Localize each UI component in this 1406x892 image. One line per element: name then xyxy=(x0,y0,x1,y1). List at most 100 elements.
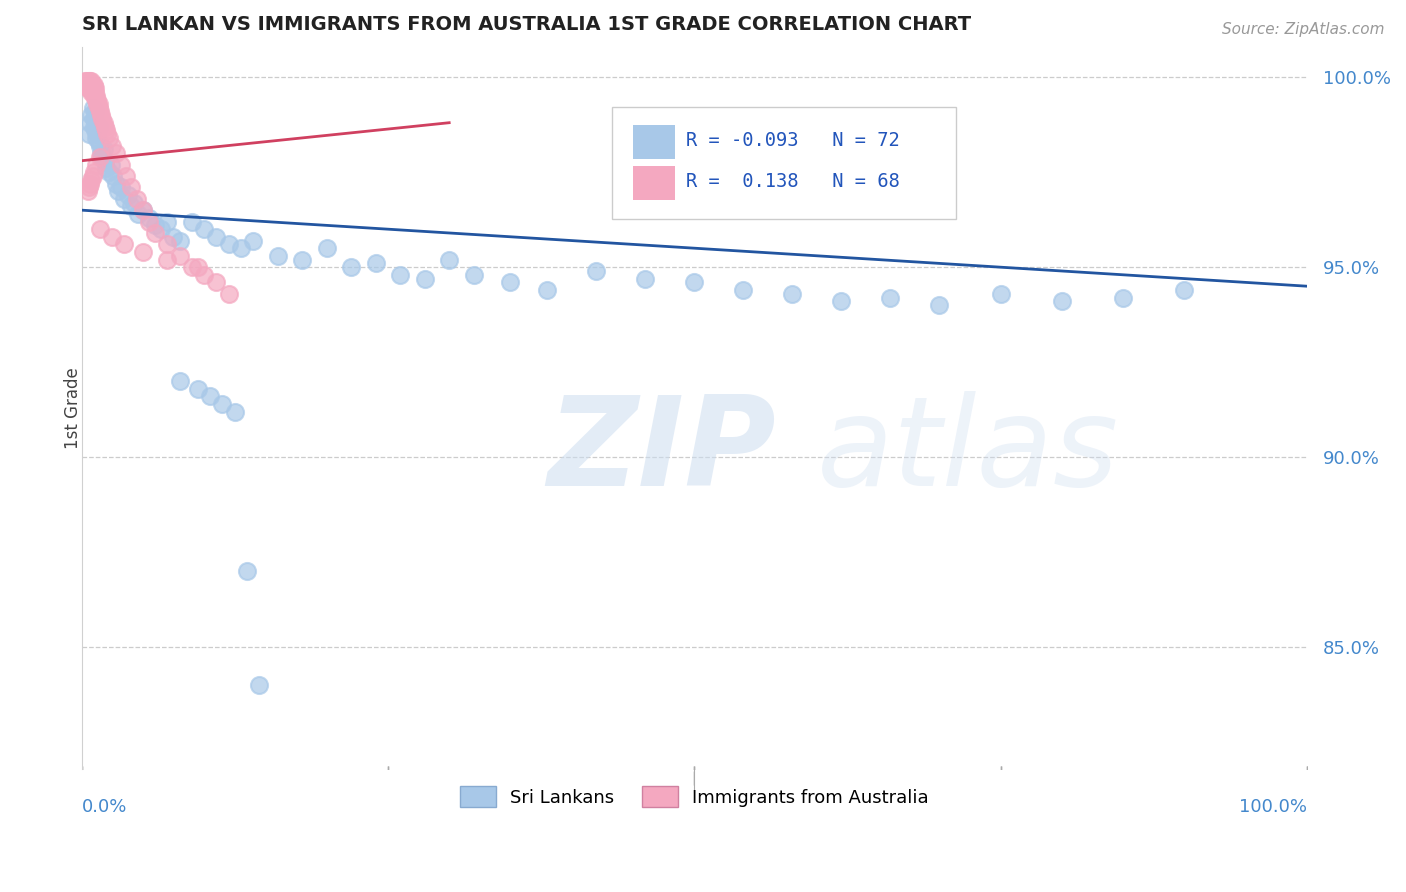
Point xyxy=(187,382,209,396)
Text: atlas: atlas xyxy=(817,391,1119,512)
Point xyxy=(536,283,558,297)
Point xyxy=(86,127,108,141)
Point xyxy=(101,229,124,244)
Point xyxy=(89,222,111,236)
Text: R =  0.138   N = 68: R = 0.138 N = 68 xyxy=(686,171,900,191)
Point xyxy=(82,101,104,115)
Point xyxy=(94,123,117,137)
Point xyxy=(91,112,114,126)
Y-axis label: 1st Grade: 1st Grade xyxy=(65,367,82,449)
Point xyxy=(156,252,179,267)
Point xyxy=(138,211,160,225)
Point xyxy=(76,78,98,92)
Point xyxy=(879,291,901,305)
Point xyxy=(76,81,98,95)
Point xyxy=(127,207,149,221)
Point xyxy=(87,135,110,149)
Point xyxy=(79,177,101,191)
Point xyxy=(94,153,117,168)
Point xyxy=(830,294,852,309)
Point xyxy=(80,85,103,99)
Legend: Sri Lankans, Immigrants from Australia: Sri Lankans, Immigrants from Australia xyxy=(453,779,936,814)
Point xyxy=(143,219,166,233)
Point xyxy=(193,222,215,236)
Point xyxy=(733,283,755,297)
Point xyxy=(114,237,136,252)
Point xyxy=(80,74,103,88)
Point xyxy=(193,268,215,282)
Point xyxy=(1050,294,1073,309)
Point xyxy=(82,169,104,183)
Point xyxy=(104,177,127,191)
Point xyxy=(315,241,337,255)
Point xyxy=(117,188,139,202)
Point xyxy=(437,252,460,267)
Point xyxy=(94,120,117,134)
Point xyxy=(87,101,110,115)
Point xyxy=(79,116,101,130)
Point xyxy=(107,184,129,198)
Point xyxy=(103,169,125,183)
Text: 100.0%: 100.0% xyxy=(1239,798,1308,816)
Point xyxy=(132,244,155,259)
Point xyxy=(86,93,108,107)
Point xyxy=(84,85,107,99)
Point xyxy=(76,184,98,198)
Point xyxy=(218,286,240,301)
Point xyxy=(77,74,100,88)
Point xyxy=(125,192,148,206)
Point xyxy=(990,286,1012,301)
Point xyxy=(224,405,246,419)
Point xyxy=(82,78,104,92)
Point xyxy=(180,214,202,228)
Point xyxy=(138,214,160,228)
Point xyxy=(90,146,112,161)
Point xyxy=(169,234,191,248)
Point xyxy=(83,165,105,179)
Point xyxy=(389,268,412,282)
Point xyxy=(89,138,111,153)
Point xyxy=(84,157,107,171)
Point xyxy=(114,169,136,183)
Point xyxy=(77,127,100,141)
Point xyxy=(80,108,103,122)
Point xyxy=(94,161,117,176)
Point xyxy=(80,81,103,95)
Point xyxy=(83,89,105,103)
Point xyxy=(413,271,436,285)
Text: Source: ZipAtlas.com: Source: ZipAtlas.com xyxy=(1222,22,1385,37)
Point xyxy=(132,203,155,218)
Point xyxy=(76,74,98,88)
Point xyxy=(340,260,363,275)
Point xyxy=(87,96,110,111)
Point xyxy=(93,116,115,130)
Point xyxy=(156,237,179,252)
Point xyxy=(187,260,209,275)
Point xyxy=(1173,283,1195,297)
Point xyxy=(77,81,100,95)
Point xyxy=(585,264,607,278)
Point xyxy=(100,157,122,171)
Point xyxy=(132,203,155,218)
Point xyxy=(79,81,101,95)
Point xyxy=(97,165,120,179)
Point xyxy=(79,78,101,92)
Text: ZIP: ZIP xyxy=(547,391,776,512)
Point xyxy=(236,565,259,579)
Text: R = -0.093   N = 72: R = -0.093 N = 72 xyxy=(686,130,900,150)
Point xyxy=(90,108,112,122)
Point xyxy=(205,276,228,290)
Point xyxy=(79,74,101,88)
Point xyxy=(364,256,387,270)
Point xyxy=(266,249,288,263)
Text: SRI LANKAN VS IMMIGRANTS FROM AUSTRALIA 1ST GRADE CORRELATION CHART: SRI LANKAN VS IMMIGRANTS FROM AUSTRALIA … xyxy=(82,15,970,34)
Point xyxy=(77,78,100,92)
Point xyxy=(156,214,179,228)
Point xyxy=(242,234,264,248)
Point xyxy=(114,192,136,206)
Point xyxy=(83,78,105,92)
Point xyxy=(84,123,107,137)
Point xyxy=(93,142,115,156)
Point xyxy=(463,268,485,282)
Point xyxy=(96,127,118,141)
